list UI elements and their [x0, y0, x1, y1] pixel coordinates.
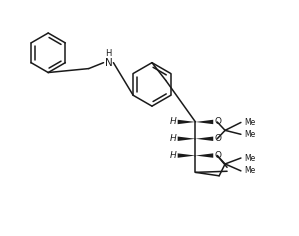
Text: Me: Me: [244, 154, 255, 163]
Text: H: H: [169, 151, 176, 160]
Text: O: O: [215, 134, 222, 143]
Text: O: O: [215, 118, 222, 126]
Text: Me: Me: [244, 130, 255, 139]
Polygon shape: [196, 120, 213, 124]
Polygon shape: [178, 153, 196, 158]
Polygon shape: [178, 120, 196, 124]
Text: Me: Me: [244, 118, 255, 127]
Polygon shape: [196, 137, 213, 141]
Text: H: H: [169, 118, 176, 126]
Text: Me: Me: [244, 166, 255, 175]
Text: N: N: [105, 58, 112, 68]
Polygon shape: [196, 153, 213, 158]
Text: O: O: [215, 151, 222, 160]
Polygon shape: [178, 137, 196, 141]
Text: H: H: [169, 134, 176, 143]
Text: H: H: [105, 49, 112, 58]
